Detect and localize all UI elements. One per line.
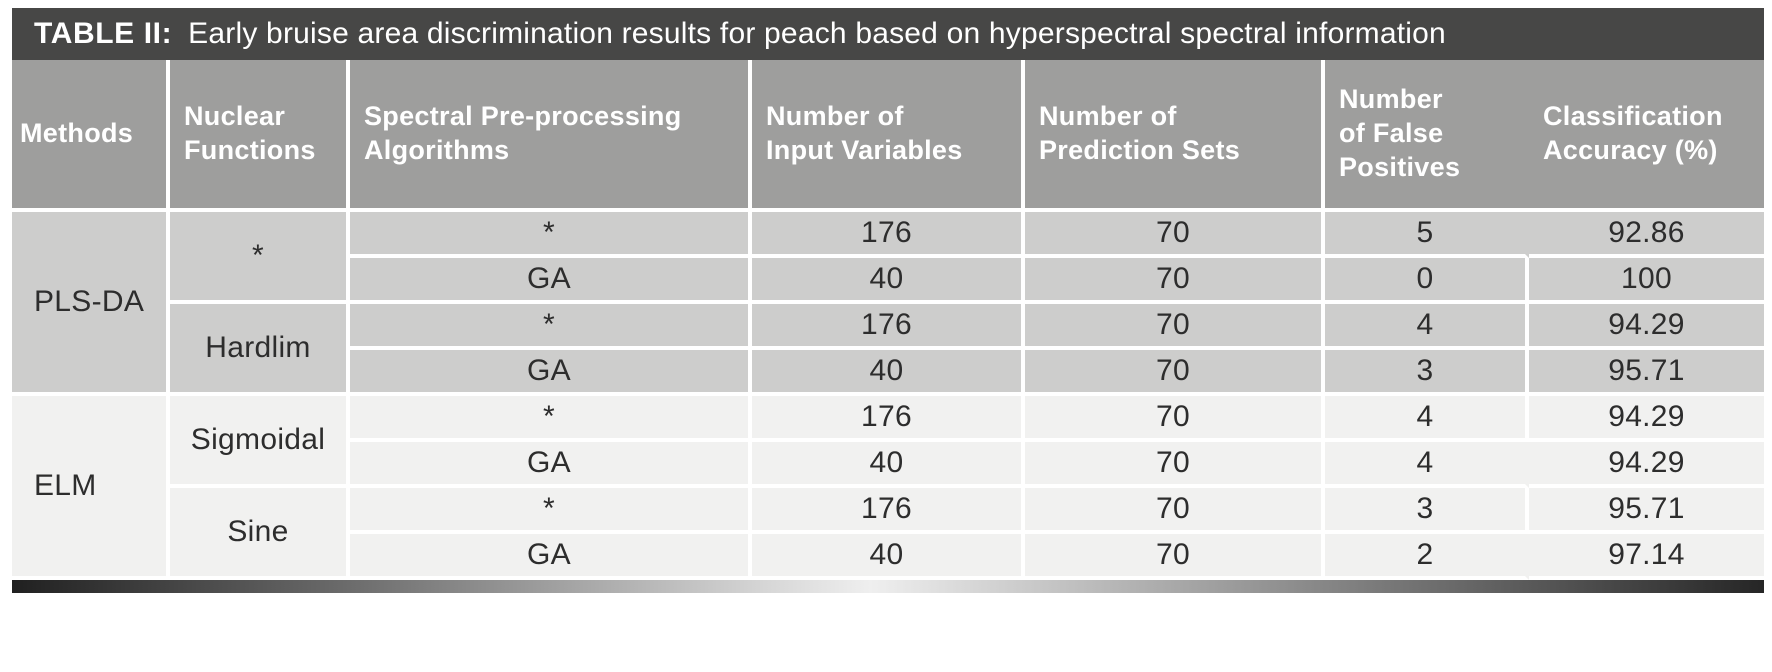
header-cell-input-variables: Number of Input Variables xyxy=(752,60,1025,208)
cell-accuracy: 92.86 xyxy=(1529,212,1764,258)
cell-accuracy: 94.29 xyxy=(1529,396,1764,442)
cell-accuracy: 94.29 xyxy=(1529,304,1764,350)
cell-input-variables: 176 xyxy=(752,488,1025,534)
cell-preprocessing: GA xyxy=(350,350,752,396)
cell-accuracy: 97.14 xyxy=(1529,534,1764,580)
table-caption: Early bruise area discrimination results… xyxy=(188,17,1446,50)
cell-accuracy: 95.71 xyxy=(1529,350,1764,396)
header-cell-prediction-sets: Number of Prediction Sets xyxy=(1025,60,1325,208)
cell-nuclear-function: * xyxy=(170,212,350,304)
cell-prediction-sets: 70 xyxy=(1025,350,1325,396)
cell-accuracy: 94.29 xyxy=(1529,442,1764,488)
cell-preprocessing: GA xyxy=(350,258,752,304)
cell-preprocessing: * xyxy=(350,304,752,350)
results-table: TABLE II: Early bruise area discriminati… xyxy=(12,8,1764,593)
cell-prediction-sets: 70 xyxy=(1025,258,1325,304)
table-body: PLS-DA * * 176 70 5 92.86 GA 40 70 0 100 Hardlim * 176… xyxy=(12,212,1764,580)
cell-accuracy: 100 xyxy=(1529,258,1764,304)
cell-prediction-sets: 70 xyxy=(1025,212,1325,258)
cell-input-variables: 40 xyxy=(752,350,1025,396)
cell-nuclear-function: Sigmoidal xyxy=(170,396,350,488)
cell-false-positives: 4 xyxy=(1325,396,1529,442)
cell-nuclear-function: Hardlim xyxy=(170,304,350,396)
cell-false-positives: 5 xyxy=(1325,212,1529,258)
cell-preprocessing: GA xyxy=(350,442,752,488)
table-title-bar: TABLE II: Early bruise area discriminati… xyxy=(12,8,1764,60)
cell-method: ELM xyxy=(12,396,170,580)
cell-input-variables: 40 xyxy=(752,442,1025,488)
cell-preprocessing: * xyxy=(350,488,752,534)
cell-false-positives: 4 xyxy=(1325,442,1529,488)
cell-false-positives: 2 xyxy=(1325,534,1529,580)
cell-accuracy: 95.71 xyxy=(1529,488,1764,534)
cell-preprocessing: * xyxy=(350,396,752,442)
table-bottom-shadow xyxy=(12,580,1764,593)
cell-prediction-sets: 70 xyxy=(1025,534,1325,580)
cell-prediction-sets: 70 xyxy=(1025,396,1325,442)
cell-preprocessing: GA xyxy=(350,534,752,580)
table-number: TABLE II: xyxy=(34,17,173,50)
header-cell-false-positives: Number of False Positives xyxy=(1325,60,1529,208)
cell-prediction-sets: 70 xyxy=(1025,304,1325,350)
cell-prediction-sets: 70 xyxy=(1025,488,1325,534)
cell-prediction-sets: 70 xyxy=(1025,442,1325,488)
cell-input-variables: 176 xyxy=(752,212,1025,258)
cell-input-variables: 40 xyxy=(752,534,1025,580)
header-cell-methods: Methods xyxy=(12,60,170,208)
header-cell-preprocessing: Spectral Pre-processing Algorithms xyxy=(350,60,752,208)
header-cell-nuclear-functions: Nuclear Functions xyxy=(170,60,350,208)
header-cell-accuracy: Classification Accuracy (%) xyxy=(1529,60,1764,208)
cell-input-variables: 176 xyxy=(752,304,1025,350)
cell-false-positives: 0 xyxy=(1325,258,1529,304)
cell-preprocessing: * xyxy=(350,212,752,258)
cell-method: PLS-DA xyxy=(12,212,170,396)
cell-false-positives: 3 xyxy=(1325,350,1529,396)
cell-nuclear-function: Sine xyxy=(170,488,350,580)
cell-input-variables: 176 xyxy=(752,396,1025,442)
table-header-row: Methods Nuclear Functions Spectral Pre-pro… xyxy=(12,60,1764,208)
cell-false-positives: 3 xyxy=(1325,488,1529,534)
cell-false-positives: 4 xyxy=(1325,304,1529,350)
cell-input-variables: 40 xyxy=(752,258,1025,304)
